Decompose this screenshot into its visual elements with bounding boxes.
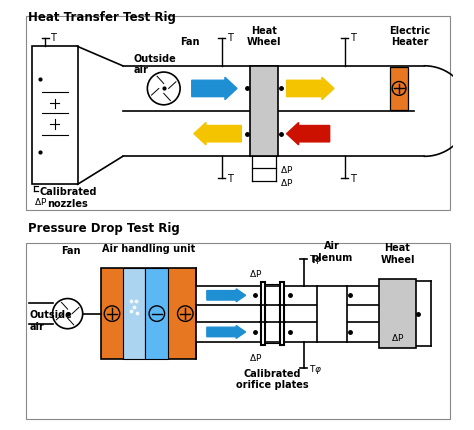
Text: Air
plenum: Air plenum [311,241,353,262]
Bar [390,68,408,111]
FancyArrow shape [207,326,246,339]
Text: Outside
air: Outside air [29,310,72,331]
Text: T: T [50,33,56,43]
Bar [123,269,145,359]
Text: Pressure Drop Test Rig: Pressure Drop Test Rig [28,221,180,234]
Bar [32,47,78,185]
Text: Outside
air: Outside air [134,54,176,75]
Text: Air handling unit: Air handling unit [102,244,195,254]
Circle shape [147,73,180,106]
Bar [317,286,347,342]
Text: Calibrated
nozzles: Calibrated nozzles [39,187,97,209]
Text: Electric
Heater: Electric Heater [389,26,430,47]
Text: Heat
Wheel: Heat Wheel [246,26,281,47]
Bar [280,283,284,345]
Text: T: T [227,173,233,184]
Text: Fan: Fan [180,37,200,47]
Text: $\Delta$P: $\Delta$P [249,267,262,278]
Bar [250,67,278,157]
Text: T$\varphi$: T$\varphi$ [309,362,322,375]
Text: T: T [227,33,233,43]
Text: $\Delta$P: $\Delta$P [35,196,48,207]
Text: $\Delta$P: $\Delta$P [391,331,404,342]
Bar [26,243,450,419]
Text: Heat Transfer Test Rig: Heat Transfer Test Rig [28,11,176,24]
Text: T$\varphi$: T$\varphi$ [309,253,322,266]
FancyArrow shape [287,78,334,100]
Text: $\Delta$P: $\Delta$P [249,351,262,362]
Bar [101,269,196,359]
FancyArrow shape [287,123,329,145]
Text: Heat
Wheel: Heat Wheel [380,243,415,264]
FancyArrow shape [194,123,241,145]
Bar [145,269,168,359]
Text: T: T [350,33,356,43]
Bar [26,17,450,211]
Text: $\Delta$P: $\Delta$P [280,176,293,187]
Text: T: T [350,173,356,184]
Bar [261,283,265,345]
Text: Fan: Fan [61,246,81,256]
Circle shape [53,299,82,329]
Text: $\Delta$P: $\Delta$P [280,163,293,175]
Text: Calibrated
orifice plates: Calibrated orifice plates [236,368,309,389]
Bar [379,280,416,348]
FancyArrow shape [192,78,237,100]
FancyArrow shape [207,289,246,302]
